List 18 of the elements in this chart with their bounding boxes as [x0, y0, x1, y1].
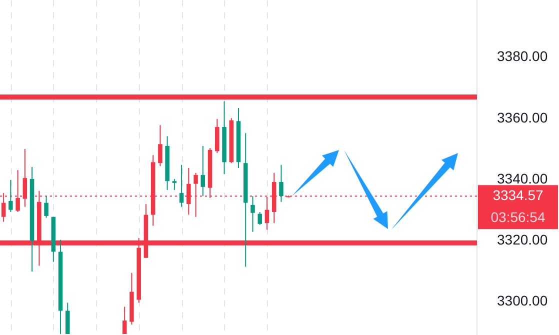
ref-line-label: 3334.57 [492, 187, 544, 204]
candlestick [8, 179, 13, 212]
candlestick [258, 211, 262, 226]
y-tick-label: 3340.00 [497, 170, 548, 186]
candlestick [200, 145, 206, 197]
candlestick [172, 178, 177, 190]
y-tick-label: 3320.00 [497, 232, 548, 248]
y-tick-label: 3300.00 [497, 292, 548, 309]
candlestick [44, 196, 48, 218]
candlestick [158, 124, 162, 167]
candlestick [66, 302, 70, 334]
candlestick [122, 306, 127, 334]
y-tick-label: 3380.00 [497, 48, 548, 64]
candlestick [250, 196, 255, 232]
candlestick [279, 164, 284, 202]
text: 03:56:54 [490, 209, 546, 226]
candlestick [179, 164, 184, 208]
y-tick-label: 3360.00 [497, 109, 548, 126]
